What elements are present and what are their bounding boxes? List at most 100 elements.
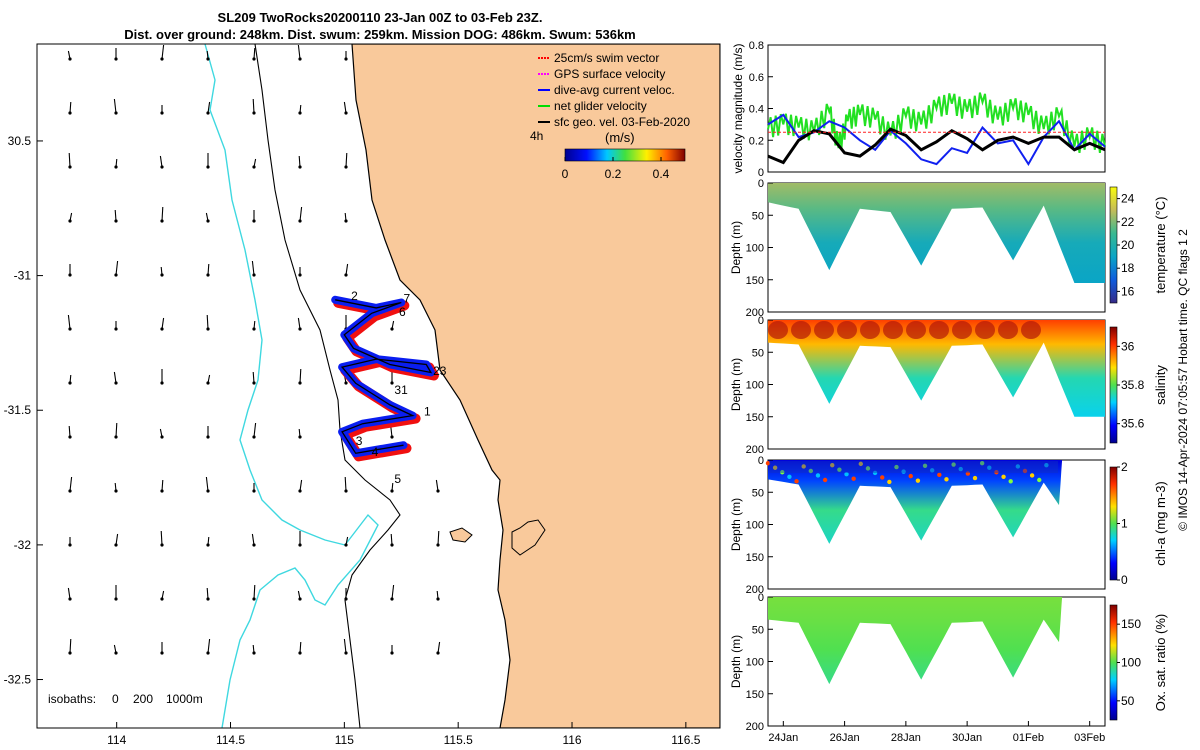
colorbar-unit-label: (m/s) [605, 130, 635, 145]
colorbar-tick-label: 36 [1121, 339, 1135, 353]
chl-sample-dot [1001, 474, 1006, 479]
velocity-arrow [299, 368, 302, 384]
velocity-arrow [299, 479, 303, 492]
velocity-arrow [343, 638, 347, 654]
velocity-arrow-dot [206, 597, 210, 601]
colorbar-tick-label: 16 [1121, 284, 1135, 298]
velocity-arrow-dot [68, 273, 72, 277]
velocity-arrow [161, 206, 164, 222]
track-day-labels: 2 76 23 31 1 34 5 [351, 289, 447, 486]
salinity-max-patch [860, 321, 880, 339]
velocity-arrow-dot [206, 381, 210, 385]
velocity-arrow [391, 584, 395, 600]
track-day-label: 7 [404, 292, 411, 306]
depth-ylabel: Depth (m) [729, 221, 743, 274]
velocity-arrow-dot [68, 489, 72, 493]
colorbar-tick-label: 150 [1121, 617, 1141, 631]
velocity-arrow-dot [390, 327, 394, 331]
velocity-arrow-dot [160, 597, 164, 601]
track-day-label: 4 [372, 445, 379, 459]
velocity-arrow-dot [344, 57, 348, 61]
depth-tick-label: 100 [746, 243, 764, 255]
depth-ylabel: Depth (m) [729, 498, 743, 551]
velocity-arrow [113, 98, 117, 114]
time-x-tick-label: 01Feb [1013, 732, 1044, 744]
chl-sample-dot [787, 474, 792, 479]
velocity-series-line [767, 92, 1106, 154]
velocity-arrow-dot [160, 219, 164, 223]
chl-sample-dot [901, 469, 906, 474]
legend-entry: GPS surface velocity [554, 67, 665, 81]
velocity-arrow-dot [206, 273, 210, 277]
velocity-arrow-dot [436, 597, 440, 601]
velocity-arrow [114, 209, 117, 222]
chl-sample-dot [965, 471, 971, 476]
velocity-arrow-dot [390, 435, 394, 439]
velocity-arrow-dot [160, 57, 164, 61]
isobath-200m [204, 44, 379, 728]
chl-sample-dot [865, 466, 871, 471]
section-data-field [768, 597, 1063, 685]
velocity-arrow-dot [252, 327, 256, 331]
track-day-label: 3 [356, 434, 363, 448]
velocity-arrow-dot [252, 273, 256, 277]
depth-tick-label: 100 [746, 657, 764, 669]
time-x-tick-label: 03Feb [1074, 732, 1105, 744]
time-x-tick-label: 24Jan [768, 732, 798, 744]
colorbar-tick-label: 24 [1121, 192, 1135, 206]
velocity-arrow-dot [114, 435, 118, 439]
salinity-max-patch [883, 321, 903, 339]
velocity-arrow-dot [390, 489, 394, 493]
salinity-max-patch [814, 321, 834, 339]
velocity-arrow [67, 314, 71, 330]
velocity-arrow-dot [252, 651, 256, 655]
velocity-arrow [298, 155, 301, 168]
velocity-arrow-dot [252, 165, 256, 169]
velocity-arrow-dot [206, 165, 210, 169]
depth-tick-label: 100 [746, 520, 764, 532]
map-x-tick-label: 114 [107, 733, 126, 747]
colorbar-tick-label: 35.8 [1121, 378, 1145, 392]
velocity-arrow [435, 479, 439, 492]
depth-tick-label: 0 [758, 178, 764, 190]
glider-track [331, 295, 439, 462]
velocity-arrow [299, 206, 303, 222]
time-label: 4h [530, 129, 543, 143]
legend-entry: sfc geo. vel. 03-Feb-2020 [554, 115, 690, 129]
velocity-arrow [161, 317, 165, 330]
velocity-arrow-dot [344, 651, 348, 655]
track-day-label: 5 [394, 472, 401, 486]
velocity-arrow-dot [298, 435, 302, 439]
velocity-arrow-dot [344, 543, 348, 547]
velocity-arrow [113, 371, 117, 384]
velocity-arrow [69, 101, 72, 114]
section-data-field [768, 460, 1063, 544]
velocity-arrow-dot [344, 597, 348, 601]
velocity-arrow-dot [114, 597, 118, 601]
velocity-arrow [344, 476, 347, 492]
salinity-max-patch [1021, 321, 1041, 339]
velocity-arrow-dot [68, 435, 72, 439]
colorbar-tick-label: 35.6 [1121, 417, 1145, 431]
velocity-arrow [69, 476, 73, 492]
section-colorbar [1109, 326, 1118, 444]
velocity-arrow-dot [252, 543, 256, 547]
chl-sample-dot [887, 479, 892, 485]
velocity-arrow-dot [68, 165, 72, 169]
chl-sample-dot [780, 470, 785, 475]
velocity-arrow-dot [114, 165, 118, 169]
velocity-arrow-dot [252, 111, 256, 115]
velocity-arrow-dot [68, 651, 72, 655]
isobath-1000m [254, 44, 401, 728]
velocity-arrow-dot [206, 435, 210, 439]
velocity-arrow [253, 422, 257, 438]
velocity-arrow [115, 533, 119, 546]
velocity-arrow-dot [114, 219, 118, 223]
time-x-tick-label: 30Jan [952, 732, 982, 744]
chl-sample-dot [944, 477, 949, 482]
velocity-arrow-dot [344, 273, 348, 277]
colorbar-tick-label: 100 [1121, 656, 1141, 670]
salinity-max-patch [837, 321, 857, 339]
velocity-arrow [68, 425, 71, 438]
